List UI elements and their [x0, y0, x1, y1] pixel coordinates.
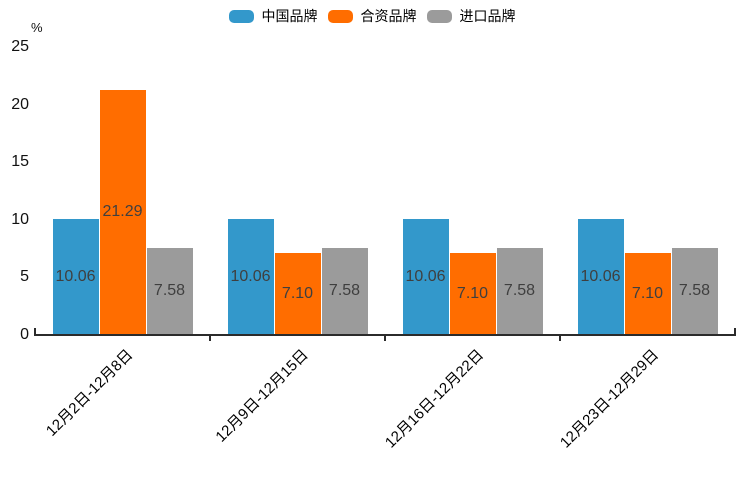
x-category-label: 12月23日-12月29日 [556, 346, 662, 452]
x-axis-tick [384, 336, 386, 341]
bar-group2-series3: 7.58 [321, 247, 368, 335]
legend-swatch-icon [327, 9, 353, 23]
bar-value-label: 7.10 [281, 285, 314, 303]
legend-swatch-icon [426, 9, 452, 23]
bar-value-label: 7.58 [503, 282, 536, 300]
bar-group3-series2: 7.10 [449, 253, 496, 335]
x-category-label: 12月9日-12月15日 [212, 346, 312, 446]
y-tick-label: 5 [20, 268, 29, 286]
y-tick-label: 20 [11, 95, 29, 113]
bar-group3-series1: 10.06 [402, 219, 449, 335]
y-tick-label: 25 [11, 38, 29, 55]
x-axis-line [34, 334, 736, 336]
y-tick-label: 15 [11, 153, 29, 171]
bar-group2-series1: 10.06 [227, 219, 274, 335]
legend-item-2[interactable]: 合资品牌 [327, 8, 417, 24]
bar-value-label: 7.10 [456, 285, 489, 303]
bar-group4-series1: 10.06 [577, 219, 624, 335]
x-axis-tick [34, 328, 36, 334]
x-category-label: 12月2日-12月8日 [43, 346, 137, 440]
y-tick-label: 10 [11, 210, 29, 228]
x-axis-tick [559, 336, 561, 341]
bar-group3-series3: 7.58 [496, 247, 543, 335]
bar-group4-series3: 7.58 [671, 247, 718, 335]
x-axis-tick [209, 336, 211, 341]
bar-group4-series2: 7.10 [624, 253, 671, 335]
legend-item-label: 中国品牌 [261, 8, 318, 24]
y-tick-label: 0 [20, 326, 29, 343]
legend-item-label: 进口品牌 [459, 8, 516, 24]
legend-item-3[interactable]: 进口品牌 [426, 8, 516, 24]
legend-item-label: 合资品牌 [360, 8, 417, 24]
legend-swatch-icon [228, 9, 254, 23]
bar-group1-series1: 10.06 [52, 219, 99, 335]
x-axis-tick [734, 328, 736, 334]
legend-item-1[interactable]: 中国品牌 [228, 8, 318, 24]
bar-value-label: 7.58 [678, 282, 711, 300]
bar-value-label: 10.06 [55, 268, 96, 286]
bar-value-label: 10.06 [405, 268, 446, 286]
y-axis-unit-label: % [31, 20, 43, 35]
bar-value-label: 21.29 [102, 203, 143, 221]
bar-value-label: 7.10 [631, 285, 664, 303]
bar-value-label: 10.06 [230, 268, 271, 286]
bar-value-label: 10.06 [580, 268, 621, 286]
bar-value-label: 7.58 [328, 282, 361, 300]
bar-group1-series2: 21.29 [99, 89, 146, 335]
bar-group2-series2: 7.10 [274, 253, 321, 335]
bar-group1-series3: 7.58 [146, 247, 193, 335]
bar-value-label: 7.58 [153, 282, 186, 300]
legend: 中国品牌 合资品牌 进口品牌 [0, 9, 744, 23]
x-category-label: 12月16日-12月22日 [381, 346, 487, 452]
